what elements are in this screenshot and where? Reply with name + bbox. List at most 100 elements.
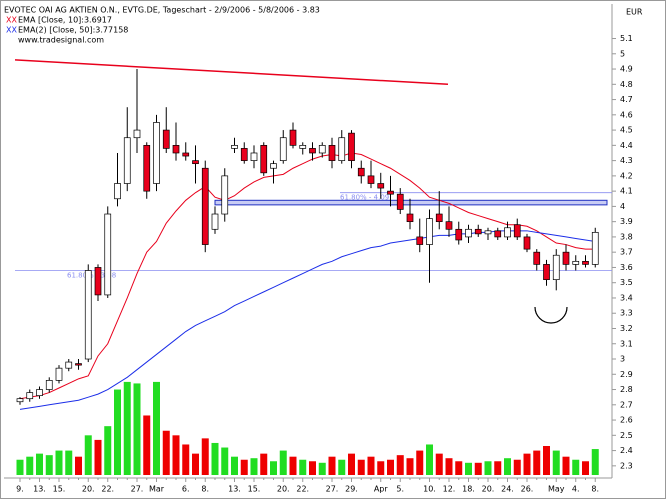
- candle-body: [211, 213, 219, 230]
- y-tick-label: 2.7: [620, 400, 633, 409]
- y-tick-label: 5: [620, 49, 625, 58]
- x-tick-label: 29.: [345, 485, 358, 494]
- candle-body: [192, 160, 199, 165]
- candle-body: [231, 145, 238, 149]
- candle-body: [153, 122, 160, 184]
- volume-bar: [16, 459, 24, 475]
- volume-bar: [55, 450, 63, 475]
- x-tick-label: 22.: [101, 485, 114, 494]
- candle-body: [65, 361, 73, 369]
- volume-bar: [572, 459, 580, 475]
- candle-body: [377, 183, 385, 189]
- x-tick-label: 13.: [228, 485, 241, 494]
- volume-bar: [533, 450, 541, 475]
- x-tick-label: Mar: [149, 485, 165, 494]
- candle-body: [201, 167, 209, 245]
- volume-bar: [426, 444, 433, 475]
- level-label: 61.80% - 3.58: [67, 271, 116, 279]
- y-tick-label: 4.5: [620, 126, 633, 135]
- candle-body: [123, 137, 131, 184]
- candle-body: [162, 129, 170, 149]
- candle-body: [465, 228, 472, 238]
- x-tick-label: 8.: [591, 485, 599, 494]
- x-tick-label: 6.: [182, 485, 190, 494]
- candle-body: [260, 145, 268, 174]
- volume-bar: [484, 461, 492, 475]
- y-tick-label: 3.6: [620, 263, 633, 272]
- x-tick-label: 26.: [521, 485, 534, 494]
- x-tick-label: 24.: [501, 485, 514, 494]
- x-tick-label: Apr: [374, 485, 389, 494]
- x-tick-label: May: [548, 485, 565, 494]
- volume-bar: [328, 456, 336, 475]
- x-tick-label: 20.: [277, 485, 290, 494]
- volume-bar: [591, 449, 599, 475]
- x-tick-label: 20.: [482, 485, 495, 494]
- candle-body: [445, 221, 453, 230]
- volume-bar: [123, 381, 131, 475]
- candle-body: [426, 218, 433, 245]
- candle-body: [309, 148, 316, 154]
- candle-body: [143, 145, 151, 192]
- volume-bar: [309, 461, 316, 475]
- volume-bar: [504, 458, 511, 475]
- volume-bar: [182, 444, 190, 475]
- candle-body: [221, 175, 229, 215]
- candle-body: [504, 227, 511, 238]
- x-tick-label: 27.: [131, 485, 144, 494]
- volume-bar: [299, 459, 307, 475]
- volume-bar: [172, 435, 180, 475]
- candle-body: [523, 236, 531, 250]
- volume-bar: [513, 459, 521, 475]
- volume-bar: [231, 456, 238, 475]
- volume-bar: [211, 442, 219, 475]
- y-tick-label: 2.4: [620, 446, 633, 455]
- x-tick-label: 15.: [248, 485, 261, 494]
- y-tick-label: 4.1: [620, 187, 633, 196]
- legend-icon: XX: [6, 16, 17, 25]
- volume-bar: [387, 459, 394, 475]
- legend-entry: EMA(2) [Close, 50]:3.77158: [18, 26, 128, 35]
- candle-body: [36, 389, 43, 396]
- y-tick-label: 5.1: [620, 34, 633, 43]
- volume-bar: [221, 447, 229, 475]
- y-tick-label: 3.3: [620, 309, 633, 318]
- candle-body: [455, 228, 463, 241]
- candle-body: [75, 363, 82, 366]
- volume-bar: [84, 435, 92, 475]
- candle-body: [533, 251, 541, 265]
- source: www.tradesignal.com: [18, 36, 104, 45]
- candle-body: [474, 228, 482, 235]
- level-label: 61.80% - 4.09: [340, 194, 389, 202]
- candle-body: [435, 213, 443, 223]
- candle-body: [552, 254, 560, 281]
- volume-bar: [494, 461, 502, 475]
- band: [214, 199, 608, 206]
- candle-body: [45, 380, 53, 390]
- candle-body: [416, 236, 424, 245]
- volume-bar: [270, 461, 277, 475]
- volume-bar: [133, 383, 141, 475]
- volume-bar: [45, 455, 53, 475]
- candle-body: [270, 163, 277, 169]
- y-tick-label: 3.7: [620, 248, 633, 257]
- x-tick-label: 20.: [82, 485, 95, 494]
- volume-bar: [338, 459, 346, 475]
- candle-body: [240, 148, 248, 161]
- y-tick-label: 4.9: [620, 65, 633, 74]
- candle-body: [406, 213, 414, 223]
- volume-bar: [162, 430, 170, 475]
- y-tick-label: 2.3: [620, 461, 633, 470]
- candle-body: [172, 145, 180, 154]
- y-tick-label: 4: [620, 202, 625, 211]
- candle-body: [318, 145, 326, 154]
- y-unit: EUR: [626, 8, 643, 17]
- candle-body: [396, 193, 404, 210]
- volume-bar: [465, 462, 472, 475]
- volume-bar: [416, 450, 424, 475]
- volume-bar: [250, 458, 258, 475]
- y-tick-label: 3.9: [620, 217, 633, 226]
- candle-body: [182, 152, 190, 157]
- volume-bar: [445, 458, 453, 475]
